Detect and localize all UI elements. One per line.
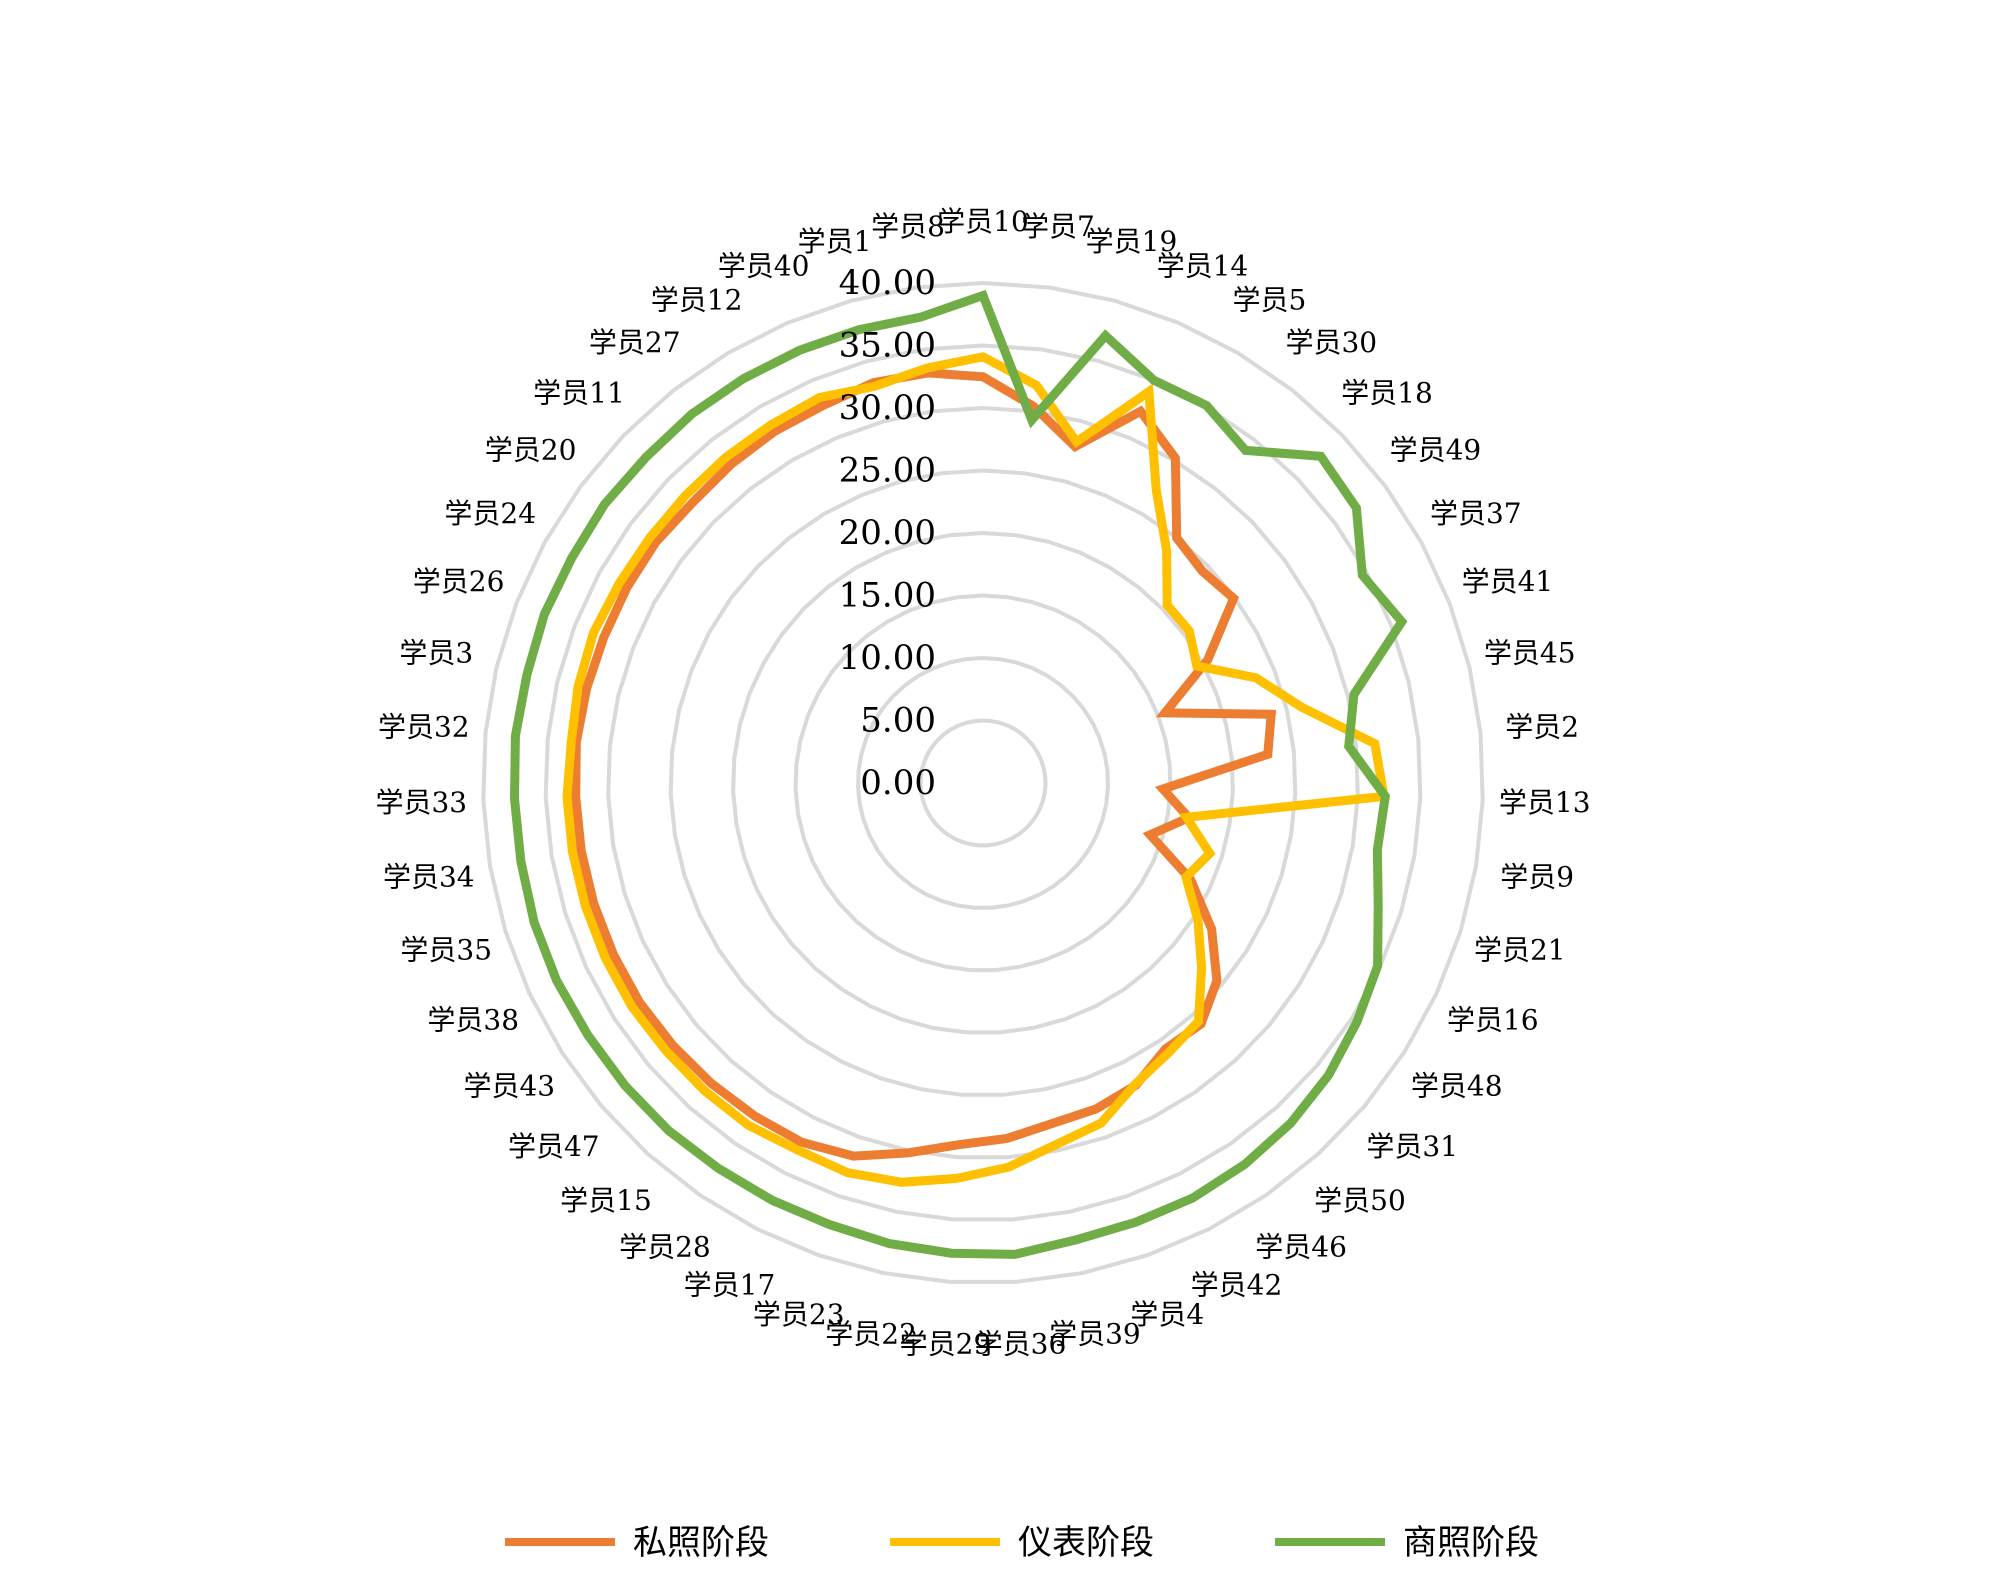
legend-item-2[interactable]: 商照阶段 <box>1275 1523 1539 1563</box>
grid-ring-5 <box>668 468 1298 1097</box>
tick-label-6: 30.00 <box>839 388 936 428</box>
category-label-33: 学员35 <box>400 934 492 967</box>
category-label-34: 学员34 <box>383 861 475 894</box>
grid-ring-8 <box>481 280 1485 1284</box>
category-label-42: 学员27 <box>589 326 681 359</box>
series-line-0 <box>571 368 1277 1161</box>
category-label-24: 学员29 <box>900 1328 992 1361</box>
tick-label-8: 40.00 <box>839 263 936 303</box>
category-label-20: 学员42 <box>1191 1269 1283 1302</box>
category-label-36: 学员32 <box>378 711 470 744</box>
grid-ring-3 <box>793 593 1173 973</box>
category-label-16: 学员48 <box>1411 1069 1503 1102</box>
category-label-29: 学员15 <box>560 1184 652 1217</box>
category-label-15: 学员16 <box>1447 1004 1539 1037</box>
category-label-13: 学员9 <box>1500 861 1574 894</box>
tick-label-3: 15.00 <box>839 576 936 616</box>
category-label-38: 学员26 <box>413 565 505 598</box>
legend-label-1: 仪表阶段 <box>1018 1523 1154 1563</box>
grid-rings <box>481 280 1485 1284</box>
category-label-41: 学员11 <box>533 376 625 409</box>
category-label-8: 学员37 <box>1430 497 1522 530</box>
category-label-19: 学员46 <box>1255 1230 1347 1263</box>
legend-label-2: 商照阶段 <box>1403 1523 1539 1563</box>
category-label-40: 学员20 <box>485 434 577 467</box>
category-label-46: 学员8 <box>871 210 945 243</box>
tick-label-1: 5.00 <box>860 701 936 741</box>
category-label-18: 学员50 <box>1314 1184 1406 1217</box>
category-label-43: 学员12 <box>651 284 743 317</box>
legend-item-1[interactable]: 仪表阶段 <box>890 1523 1154 1563</box>
series-line-2 <box>509 289 1408 1259</box>
category-label-3: 学员14 <box>1157 250 1249 283</box>
grid-ring-4 <box>731 530 1235 1035</box>
category-label-11: 学员2 <box>1505 711 1579 744</box>
category-label-0: 学员10 <box>937 205 1029 238</box>
category-label-17: 学员31 <box>1366 1130 1458 1163</box>
category-label-31: 学员43 <box>463 1069 555 1102</box>
category-label-32: 学员38 <box>427 1004 519 1037</box>
grid-ring-7 <box>543 343 1423 1222</box>
category-label-26: 学员23 <box>753 1298 845 1331</box>
tick-label-4: 20.00 <box>839 513 936 553</box>
category-label-12: 学员13 <box>1499 786 1591 819</box>
tick-label-5: 25.00 <box>839 451 936 491</box>
tick-label-7: 35.00 <box>839 326 936 366</box>
category-label-14: 学员21 <box>1474 934 1566 967</box>
tick-label-2: 10.00 <box>839 638 936 678</box>
radial-tick-labels: 0.00 5.00 10.00 15.00 20.00 25.00 30.00 35.00 40… <box>839 263 936 803</box>
category-label-39: 学员24 <box>444 497 536 530</box>
category-label-30: 学员47 <box>508 1130 600 1163</box>
legend-label-0: 私照阶段 <box>633 1523 769 1563</box>
category-label-25: 学员22 <box>825 1318 917 1351</box>
series-line-1 <box>562 352 1390 1187</box>
category-label-44: 学员40 <box>718 250 810 283</box>
category-label-5: 学员30 <box>1285 326 1377 359</box>
category-label-45: 学员1 <box>798 225 872 258</box>
category-label-9: 学员41 <box>1462 565 1554 598</box>
category-label-6: 学员18 <box>1341 376 1433 409</box>
category-label-23: 学员36 <box>975 1328 1067 1361</box>
category-label-21: 学员4 <box>1130 1298 1204 1331</box>
series-lines <box>509 289 1408 1259</box>
category-label-35: 学员33 <box>375 786 467 819</box>
category-label-27: 学员17 <box>684 1269 776 1302</box>
category-label-4: 学员5 <box>1232 284 1306 317</box>
grid-ring-6 <box>606 405 1360 1160</box>
category-label-7: 学员49 <box>1390 434 1482 467</box>
legend: 私照阶段 仪表阶段 商照阶段 <box>505 1523 1539 1563</box>
legend-item-0[interactable]: 私照阶段 <box>505 1523 769 1563</box>
tick-label-0: 0.00 <box>860 763 936 803</box>
grid-ring-2 <box>856 655 1110 910</box>
grid-ring-1 <box>918 718 1048 848</box>
category-label-2: 学员19 <box>1086 225 1178 258</box>
category-label-37: 学员3 <box>399 637 473 670</box>
category-label-22: 学员39 <box>1049 1318 1141 1351</box>
category-label-28: 学员28 <box>619 1230 711 1263</box>
category-label-10: 学员45 <box>1484 637 1576 670</box>
category-label-1: 学员7 <box>1021 210 1095 243</box>
